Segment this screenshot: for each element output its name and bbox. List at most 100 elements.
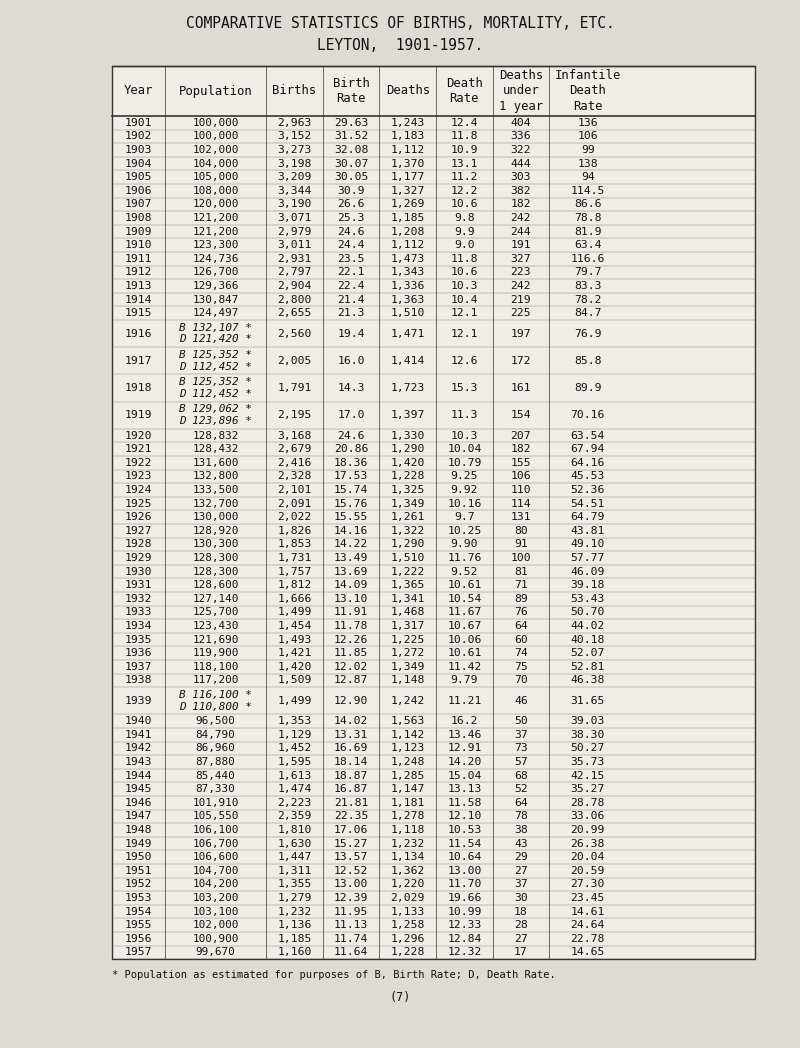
Text: 16.87: 16.87: [334, 784, 368, 794]
Text: 1,123: 1,123: [390, 743, 425, 754]
Text: 1921: 1921: [125, 444, 152, 454]
Text: 1,362: 1,362: [390, 866, 425, 876]
Text: 1,220: 1,220: [390, 879, 425, 890]
Text: 128,432: 128,432: [192, 444, 238, 454]
Text: 1,341: 1,341: [390, 594, 425, 604]
Text: 64.16: 64.16: [570, 458, 605, 467]
Text: 1,365: 1,365: [390, 581, 425, 590]
Text: 10.6: 10.6: [450, 267, 478, 278]
Text: 12.1: 12.1: [450, 329, 478, 339]
Text: 1,136: 1,136: [278, 920, 312, 931]
Text: 1,290: 1,290: [390, 444, 425, 454]
Text: 1,112: 1,112: [390, 145, 425, 155]
Text: 1,248: 1,248: [390, 757, 425, 767]
Text: 29.63: 29.63: [334, 117, 368, 128]
Text: 1,757: 1,757: [278, 567, 312, 576]
Text: 1914: 1914: [125, 294, 152, 305]
Text: 43: 43: [514, 838, 528, 849]
Text: 3,168: 3,168: [278, 431, 312, 440]
Text: 2,416: 2,416: [278, 458, 312, 467]
Text: 130,847: 130,847: [192, 294, 238, 305]
Text: 9.25: 9.25: [450, 472, 478, 481]
Text: 1927: 1927: [125, 526, 152, 536]
Text: 22.78: 22.78: [570, 934, 605, 944]
Text: 43.81: 43.81: [570, 526, 605, 536]
Text: 1,177: 1,177: [390, 172, 425, 182]
Text: 50: 50: [514, 716, 528, 726]
Text: 104,000: 104,000: [192, 158, 238, 169]
Text: 1931: 1931: [125, 581, 152, 590]
Text: 1924: 1924: [125, 485, 152, 495]
Text: 24.4: 24.4: [338, 240, 365, 250]
Text: 11.13: 11.13: [334, 920, 368, 931]
Text: 1,421: 1,421: [278, 649, 312, 658]
Text: 1911: 1911: [125, 254, 152, 264]
Text: 9.52: 9.52: [450, 567, 478, 576]
Text: 125,700: 125,700: [192, 608, 238, 617]
Text: 64: 64: [514, 798, 528, 808]
Text: 1,232: 1,232: [390, 838, 425, 849]
Text: 12.26: 12.26: [334, 635, 368, 645]
Text: 13.00: 13.00: [447, 866, 482, 876]
Text: 75: 75: [514, 661, 528, 672]
Text: 1,810: 1,810: [278, 825, 312, 835]
Text: 128,300: 128,300: [192, 553, 238, 563]
Text: 11.74: 11.74: [334, 934, 368, 944]
Text: 14.02: 14.02: [334, 716, 368, 726]
Text: 1,666: 1,666: [278, 594, 312, 604]
Text: 2,797: 2,797: [278, 267, 312, 278]
Text: 1,474: 1,474: [278, 784, 312, 794]
Text: 81: 81: [514, 567, 528, 576]
Text: 21.4: 21.4: [338, 294, 365, 305]
Text: 10.53: 10.53: [447, 825, 482, 835]
Text: 1,826: 1,826: [278, 526, 312, 536]
Text: 13.00: 13.00: [334, 879, 368, 890]
Text: 1928: 1928: [125, 540, 152, 549]
Text: 1,447: 1,447: [278, 852, 312, 863]
Text: 1,499: 1,499: [278, 608, 312, 617]
Text: 1955: 1955: [125, 920, 152, 931]
Text: 16.2: 16.2: [450, 716, 478, 726]
Text: 1919: 1919: [125, 410, 152, 420]
Text: D 121,420 *: D 121,420 *: [179, 334, 252, 345]
Text: 382: 382: [510, 185, 531, 196]
Text: 123,300: 123,300: [192, 240, 238, 250]
Text: 100,900: 100,900: [192, 934, 238, 944]
Text: 20.86: 20.86: [334, 444, 368, 454]
Text: 22.4: 22.4: [338, 281, 365, 291]
Text: 52.81: 52.81: [570, 661, 605, 672]
Text: 40.18: 40.18: [570, 635, 605, 645]
Text: 1,228: 1,228: [390, 947, 425, 958]
Text: 3,011: 3,011: [278, 240, 312, 250]
Text: 28.78: 28.78: [570, 798, 605, 808]
Text: 1,185: 1,185: [390, 213, 425, 223]
Text: 13.46: 13.46: [447, 729, 482, 740]
Text: 35.73: 35.73: [570, 757, 605, 767]
Text: 1949: 1949: [125, 838, 152, 849]
Text: 9.7: 9.7: [454, 512, 474, 522]
Text: 1,613: 1,613: [278, 770, 312, 781]
Text: 2,931: 2,931: [278, 254, 312, 264]
Text: 1,630: 1,630: [278, 838, 312, 849]
Text: 130,000: 130,000: [192, 512, 238, 522]
Text: 10.79: 10.79: [447, 458, 482, 467]
Text: 1,185: 1,185: [278, 934, 312, 944]
Text: 2,091: 2,091: [278, 499, 312, 508]
Text: 3,071: 3,071: [278, 213, 312, 223]
Text: 1936: 1936: [125, 649, 152, 658]
Text: Deaths: Deaths: [386, 85, 430, 97]
Text: 2,679: 2,679: [278, 444, 312, 454]
Text: 1957: 1957: [125, 947, 152, 958]
Text: 1,370: 1,370: [390, 158, 425, 169]
Text: 1,731: 1,731: [278, 553, 312, 563]
Text: 13.69: 13.69: [334, 567, 368, 576]
Text: 2,223: 2,223: [278, 798, 312, 808]
Text: 1,134: 1,134: [390, 852, 425, 863]
Bar: [112, 66, 755, 959]
Text: 11.91: 11.91: [334, 608, 368, 617]
Text: 1,853: 1,853: [278, 540, 312, 549]
Text: 182: 182: [510, 199, 531, 210]
Text: 78.8: 78.8: [574, 213, 602, 223]
Text: 29: 29: [514, 852, 528, 863]
Text: 1909: 1909: [125, 226, 152, 237]
